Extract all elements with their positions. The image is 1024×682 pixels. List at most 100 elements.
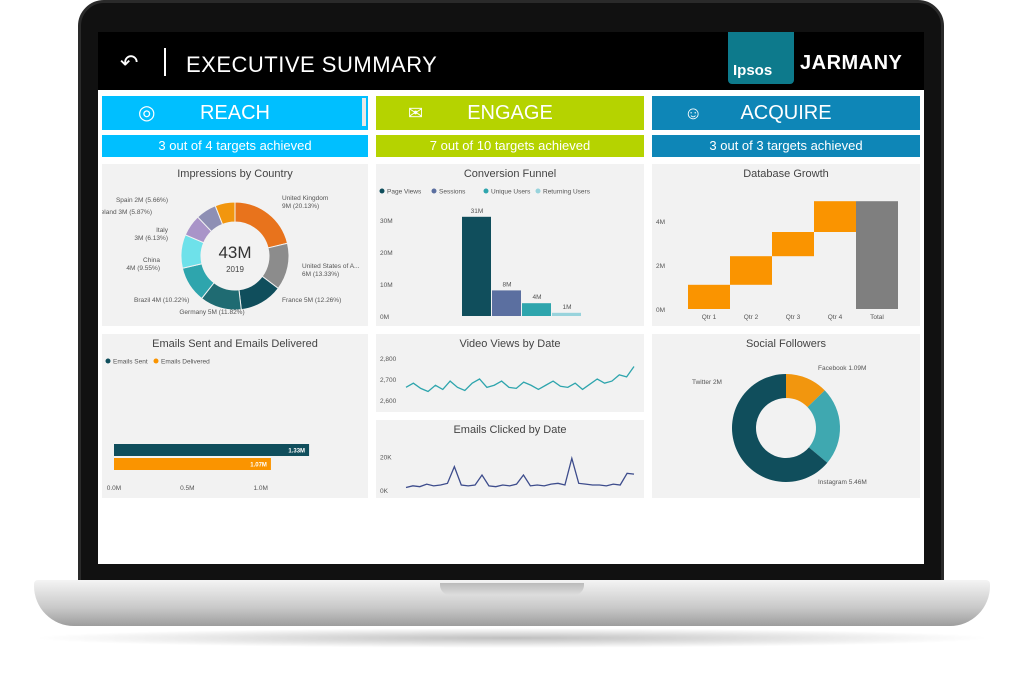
legend-label: Page Views (387, 189, 422, 196)
panel-title: Emails Sent and Emails Delivered (152, 338, 318, 350)
legend-label: Unique Users (491, 189, 531, 196)
x-tick-label: Qtr 1 (702, 314, 717, 321)
email-bar (114, 458, 271, 470)
funnel-panel[interactable]: Conversion Funnel Page Views Sessions Uniq… (376, 164, 644, 326)
center-value: 43M (218, 243, 251, 262)
laptop-notch (440, 583, 584, 595)
slice-label: Twitter 2M (692, 379, 722, 386)
dashboard-screen: ↶ EXECUTIVE SUMMARY Ipsos JARMANY ◎ REAC… (98, 32, 924, 564)
x-tick-label: 0.5M (180, 485, 194, 492)
clicked-panel[interactable]: Emails Clicked by Date 20K 0K (376, 420, 644, 498)
y-tick-label: 2,800 (380, 356, 397, 363)
waterfall-bar (772, 232, 814, 257)
social-donut-chart: Facebook 1.09M Twitter 2M Instagram 5.46M (692, 365, 867, 486)
section-header-reach: ◎ REACH (102, 96, 368, 130)
legend-label: Emails Sent (113, 359, 148, 366)
chat-icon: ✉ (408, 103, 424, 123)
legend-label: Returning Users (543, 189, 591, 196)
slice-label: Italy 3M (6.13%) (134, 227, 168, 242)
panel-title: Impressions by Country (177, 168, 293, 180)
users-icon: ☺ (684, 103, 703, 123)
x-tick-label: Qtr 3 (786, 314, 801, 321)
impressions-panel[interactable]: Impressions by Country United Kingdom 9M … (102, 164, 368, 326)
panel-title: Conversion Funnel (463, 168, 557, 180)
x-tick-label: Qtr 2 (744, 314, 759, 321)
bar-data-label: 1.07M (250, 463, 267, 469)
waterfall-bar (730, 256, 772, 285)
panel-title: Database Growth (743, 168, 829, 180)
section-header-acquire: ☺ ACQUIRE (652, 96, 920, 130)
y-tick-label: 2M (656, 263, 665, 270)
x-tick-label: 0.0M (107, 485, 121, 492)
target-badge-engage: 7 out of 10 targets achieved (376, 135, 644, 157)
funnel-bar (522, 303, 551, 316)
emails-panel[interactable]: Emails Sent and Emails Delivered Emails … (102, 334, 368, 498)
y-tick-label: 0M (656, 307, 665, 314)
y-tick-label: 0K (380, 488, 389, 495)
waterfall-bar (856, 201, 898, 309)
social-panel[interactable]: Social Followers Facebook 1.09M Twitter 2… (652, 334, 920, 498)
target-badge-acquire: 3 out of 3 targets achieved (652, 135, 920, 157)
legend-dot (379, 188, 385, 194)
slice-label: Brazil 4M (10.22%) (134, 297, 189, 304)
ipsos-logo: Ipsos (728, 32, 794, 84)
title-divider (164, 48, 166, 76)
y-tick-label: 2,600 (380, 398, 397, 405)
section-header-engage: ✉ ENGAGE (376, 96, 644, 130)
panel-title: Emails Clicked by Date (453, 424, 567, 436)
bar-data-label: 1.33M (288, 449, 305, 455)
donut-slice (234, 201, 289, 249)
bar-data-label: 8M (502, 281, 511, 288)
section-label: ACQUIRE (740, 102, 832, 124)
x-tick-label: Total (870, 314, 884, 321)
bar-data-label: 1M (562, 304, 571, 311)
legend-dot (105, 358, 111, 364)
donut-slice (786, 374, 825, 408)
y-tick-label: 20M (380, 250, 393, 257)
video-panel[interactable]: Video Views by Date 2,800 2,700 2,600 (376, 334, 644, 412)
brand-name: JARMANY (800, 52, 903, 74)
slice-label: Instagram 5.46M (818, 479, 867, 486)
section-label: REACH (199, 102, 270, 124)
legend-dot (483, 188, 489, 194)
donut-slice (732, 374, 828, 482)
donut-slice (807, 390, 840, 463)
funnel-bar (492, 290, 521, 316)
x-tick-label: Qtr 4 (828, 314, 843, 321)
series-line (405, 366, 635, 393)
slice-label: Ireland 3M (5.87%) (102, 209, 152, 216)
video-line-chart: 2,800 2,700 2,600 (380, 356, 635, 405)
emails-bar-chart: Emails Sent Emails Delivered 1.33M 1.07M 0.0… (105, 358, 310, 492)
slice-label: Facebook 1.09M (818, 365, 866, 372)
slice-label: United States of A... 6M (13.33%) (302, 263, 360, 278)
slice-label: United Kingdom 9M (20.13%) (282, 195, 328, 210)
panel-title: Social Followers (745, 338, 827, 350)
section-label: ENGAGE (467, 102, 553, 124)
growth-panel[interactable]: Database Growth 4M 2M 0M Qtr 1 Qtr 2 Qtr 3 Qtr… (652, 164, 920, 326)
funnel-bar-chart: Page Views Sessions Unique Users Returning … (379, 188, 591, 321)
series-line (405, 455, 635, 489)
waterfall-bar (814, 201, 856, 232)
legend-label: Emails Delivered (161, 359, 210, 366)
bar-data-label: 4M (532, 294, 541, 301)
clicked-line-chart: 20K 0K (380, 455, 635, 495)
slice-label: Germany 5M (11.82%) (179, 309, 244, 316)
legend-label: Sessions (439, 189, 466, 196)
y-tick-label: 0M (380, 314, 389, 321)
y-tick-label: 30M (380, 218, 393, 225)
email-bar (114, 444, 310, 456)
y-tick-label: 10M (380, 282, 393, 289)
funnel-bar (552, 312, 581, 316)
y-tick-label: 20K (380, 455, 392, 462)
laptop-shadow (30, 628, 994, 648)
waterfall-bar (688, 284, 730, 309)
slice-label: France 5M (12.26%) (282, 297, 341, 304)
slice-label: China 4M (9.55%) (126, 257, 160, 272)
scroll-handle[interactable] (362, 98, 366, 126)
legend-dot (535, 188, 541, 194)
back-arrow-icon[interactable]: ↶ (120, 50, 139, 75)
page-title: EXECUTIVE SUMMARY (186, 52, 438, 77)
donut-slice (214, 201, 236, 226)
growth-waterfall-chart: 4M 2M 0M Qtr 1 Qtr 2 Qtr 3 Qtr 4 Total (656, 201, 898, 321)
